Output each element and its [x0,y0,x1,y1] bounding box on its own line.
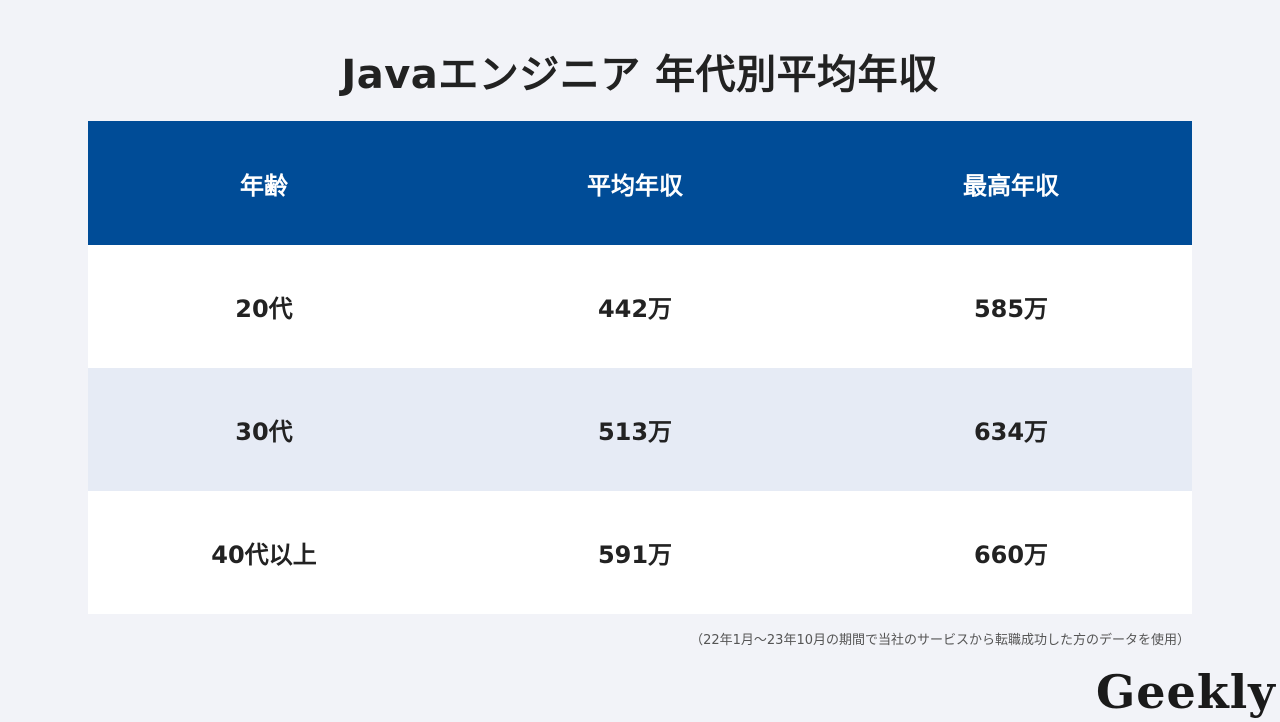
table-row: 30代 513万 634万 [88,368,1192,491]
cell-average-salary: 442万 [597,295,673,323]
cell-max-salary: 585万 [973,295,1049,323]
cell-age: 30代 [235,418,293,446]
salary-table: 年齢 平均年収 最高年収 20代 442万 585万 30代 513万 634万… [88,121,1192,614]
cell-average-salary: 591万 [597,541,673,569]
geekly-logo: Geekly [1096,665,1276,719]
header-age: 年齢 [240,171,288,200]
cell-age: 40代以上 [211,541,317,569]
cell-average-salary: 513万 [597,418,673,446]
table-row: 40代以上 591万 660万 [88,491,1192,614]
cell-age: 20代 [235,295,293,323]
cell-max-salary: 660万 [973,541,1049,569]
header-average-salary: 平均年収 [587,171,683,200]
header-max-salary: 最高年収 [963,171,1059,200]
table-header-row: 年齢 平均年収 最高年収 [88,121,1192,245]
cell-max-salary: 634万 [973,418,1049,446]
table-row: 20代 442万 585万 [88,245,1192,368]
page-title: Javaエンジニア 年代別平均年収 [341,52,939,98]
data-source-note: （22年1月〜23年10月の期間で当社のサービスから転職成功した方のデータを使用… [690,633,1190,648]
